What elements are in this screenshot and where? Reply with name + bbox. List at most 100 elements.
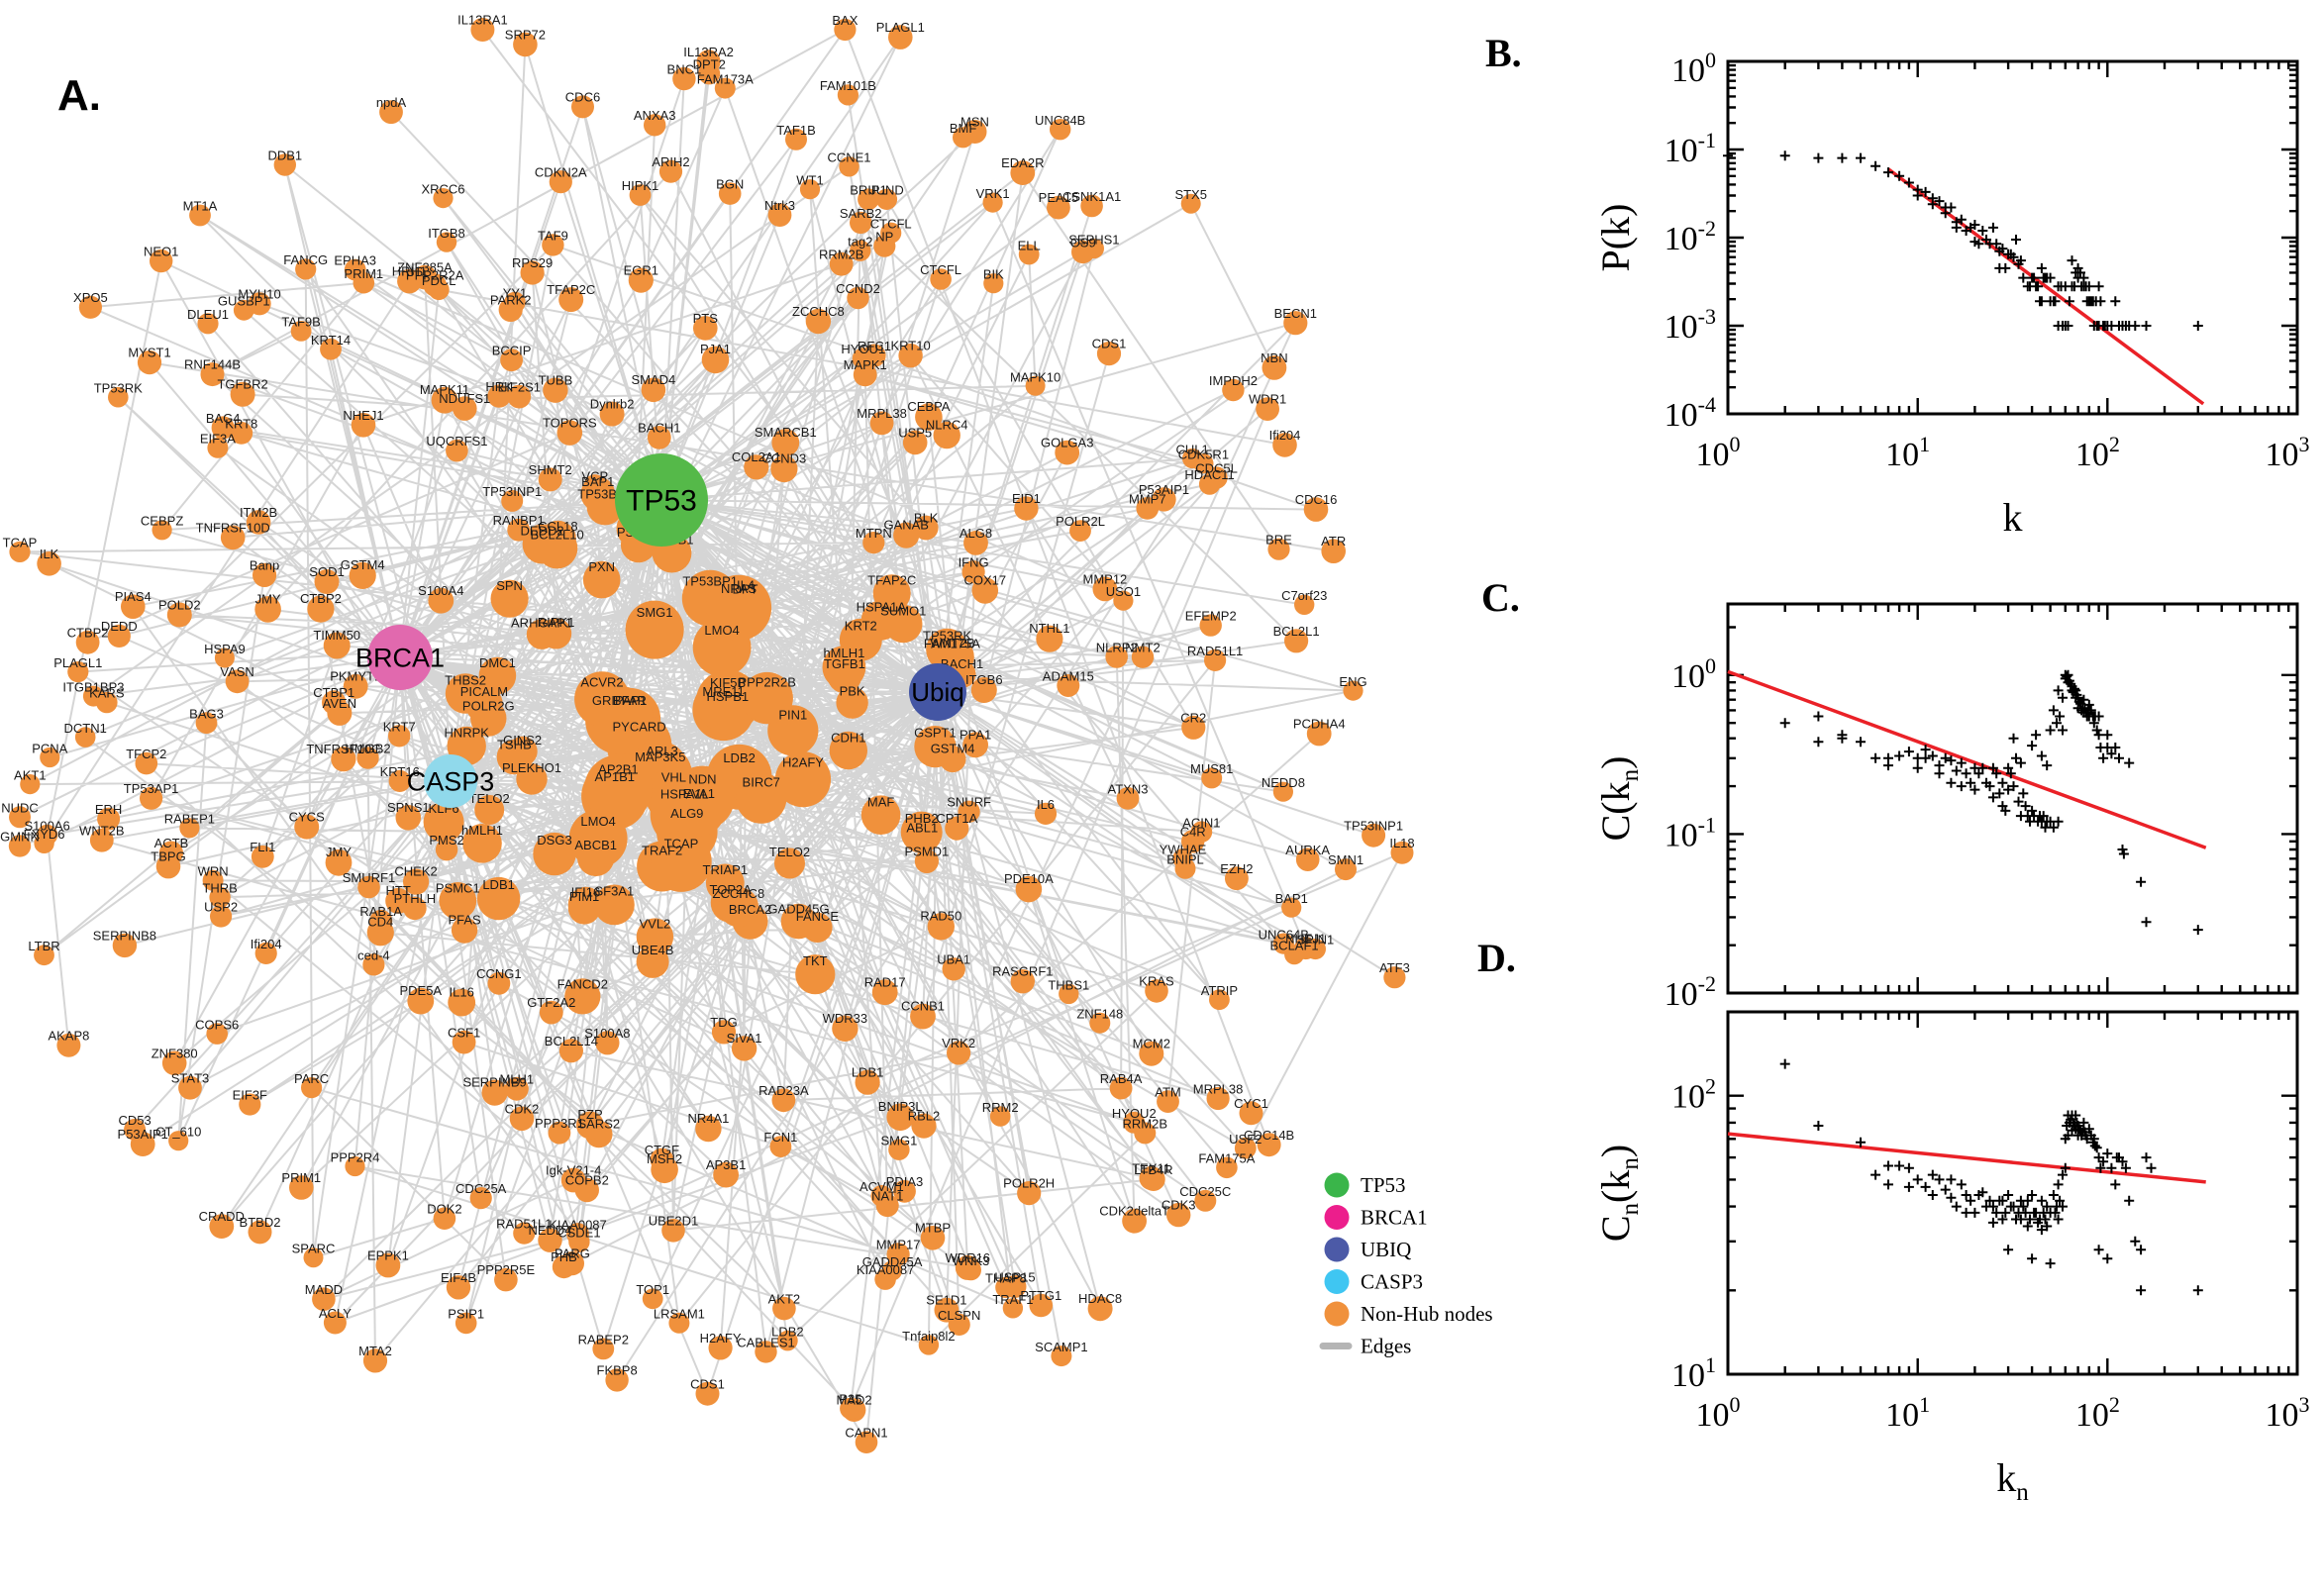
network-node-label: SARB2 <box>840 206 882 221</box>
network-node-label: PBK <box>840 683 865 698</box>
network-node <box>556 420 583 446</box>
network-node-label: MLH1 <box>499 1071 534 1086</box>
network-node <box>629 184 652 206</box>
network-node <box>210 905 233 928</box>
network-node <box>914 848 940 874</box>
network-node-label: MSH2 <box>647 1151 682 1166</box>
network-node <box>855 1431 878 1453</box>
network-node <box>927 913 955 941</box>
network-node <box>982 192 1003 213</box>
network-node-label: LDB2 <box>771 1325 804 1340</box>
network-node-label: NLRP2 <box>1096 640 1138 654</box>
network-node-label: SE1D1 <box>926 1293 966 1308</box>
network-node-label: PIN1 <box>778 707 807 722</box>
network-node-label: PPP2R4 <box>331 1149 380 1164</box>
network-node-label: KRT16 <box>380 764 420 779</box>
network-node <box>933 421 960 449</box>
x-axis-title-B: k <box>2003 495 2023 540</box>
network-node-label: RABEP1 <box>164 812 215 827</box>
network-node-label: VCP <box>581 468 608 483</box>
network-node <box>1157 1090 1179 1113</box>
network-node-label: WDR1 <box>1249 392 1286 407</box>
network-node-label: ZNF385A <box>397 260 453 275</box>
network-node <box>1034 802 1058 826</box>
network-node-label: SPARC <box>292 1242 336 1256</box>
network-node-label: LMO4 <box>704 623 739 638</box>
network-node-label: USP5 <box>898 425 932 440</box>
network-node-label: ITGB8 <box>428 226 465 241</box>
network-node-label: BNIP3L <box>878 1099 923 1114</box>
network-node <box>121 594 146 619</box>
network-node-label: PZP <box>577 1107 602 1122</box>
network-node <box>1002 1298 1024 1319</box>
network-node <box>1321 539 1346 563</box>
network-node-label: KRT2 <box>845 619 877 634</box>
network-node <box>462 824 502 863</box>
hub-node-casp3 <box>424 754 477 808</box>
network-node <box>560 1167 586 1193</box>
network-node-label: LDB2 <box>723 750 756 765</box>
legend-label: CASP3 <box>1361 1270 1423 1294</box>
network-node-label: npdA <box>376 95 407 110</box>
network-node-label: IL6 <box>1037 797 1055 812</box>
network-node <box>388 725 411 748</box>
network-node <box>1055 440 1080 465</box>
network-node-label: CTBP2 <box>300 591 342 606</box>
network-node-label: CCND2 <box>836 281 880 296</box>
network-node-label: USF2 <box>1229 1132 1262 1147</box>
network-node-label: TSHB <box>497 738 532 752</box>
network-node <box>507 384 532 409</box>
network-node <box>558 1039 584 1063</box>
network-node-label: Banp <box>250 558 279 573</box>
network-node-label: LMO4 <box>580 814 615 829</box>
network-node-label: UQCRFS1 <box>426 434 487 449</box>
network-node <box>431 386 458 414</box>
network-node <box>888 25 913 50</box>
network-node-label: hMLH1 <box>461 823 503 838</box>
network-node-label: PHB2 <box>905 811 939 826</box>
network-node <box>552 1254 576 1279</box>
network-node <box>327 700 353 726</box>
network-node <box>150 249 173 273</box>
network-node <box>769 1136 792 1157</box>
network-node-label: P35 <box>839 1392 861 1407</box>
network-node-label: CDC25C <box>1179 1184 1231 1199</box>
network-node-label: PXN <box>588 559 615 574</box>
network-node-label: MMP17 <box>876 1238 921 1252</box>
network-node <box>1272 433 1297 457</box>
network-node <box>947 1041 971 1065</box>
plot-frame <box>1726 1010 2299 1376</box>
network-node <box>481 1079 508 1106</box>
network-node <box>470 700 507 737</box>
network-node-label: PMS2 <box>429 833 463 848</box>
network-node <box>586 488 624 526</box>
network-node-label: TP53INP1 <box>482 484 542 499</box>
network-node-label: TFCP2 <box>126 747 166 761</box>
network-node-label: MAD2 <box>836 1393 871 1408</box>
network-node-label: MTPN <box>856 526 892 541</box>
network-node <box>1059 983 1079 1005</box>
network-node-label: MUS81 <box>1190 761 1233 776</box>
network-node-label: WDR33 <box>823 1011 868 1026</box>
network-node-label: TNFRSF10D <box>196 520 270 535</box>
network-node <box>1225 866 1249 891</box>
network-node <box>325 848 353 876</box>
network-node-label: TRAF2 <box>642 844 682 858</box>
network-node-label: SRP72 <box>505 27 546 42</box>
network-node-label: TFAP2C <box>547 282 595 297</box>
network-node-label: RRM2 <box>982 1100 1019 1115</box>
network-node-label: RBL2 <box>908 1108 941 1123</box>
network-node-label: TP53BP1 <box>682 573 738 588</box>
network-node <box>568 809 628 868</box>
network-node <box>452 1030 476 1054</box>
network-node-label: CD53 <box>118 1113 151 1128</box>
network-node-label: DOK2 <box>427 1202 461 1217</box>
network-node-label: COL2A1 <box>732 449 781 464</box>
network-node-label: MAF <box>867 794 895 809</box>
network-node-label: VVL2 <box>639 917 670 932</box>
y-tick-label: 100 <box>1671 48 1716 89</box>
network-node-label: Ntrk3 <box>764 198 795 213</box>
network-node <box>152 520 172 541</box>
y-tick-label: 101 <box>1671 1352 1716 1394</box>
network-node <box>331 747 356 772</box>
